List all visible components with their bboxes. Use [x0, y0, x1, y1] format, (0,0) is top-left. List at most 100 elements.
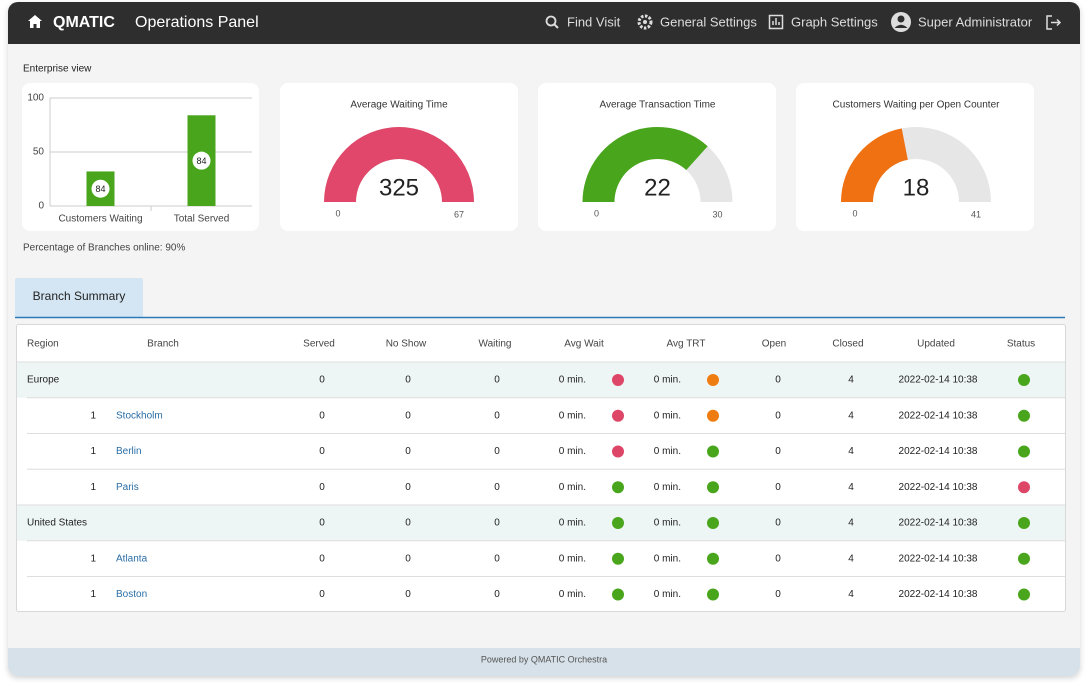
bar-label: 84 — [196, 156, 206, 166]
cell-region: Europe — [27, 375, 60, 386]
search-icon[interactable] — [545, 15, 559, 29]
cell-avg-trt: 0 min. — [654, 482, 681, 493]
wait-status-dot — [612, 374, 624, 386]
trt-status-dot — [707, 445, 719, 458]
column-header: Avg TRT — [667, 339, 706, 350]
cell-waiting: 0 — [494, 375, 500, 386]
chart-card — [22, 83, 259, 231]
status-dot — [1018, 374, 1030, 386]
column-header: Status — [1007, 339, 1035, 350]
column-header: Waiting — [479, 339, 512, 350]
cell-avg-wait: 0 min. — [559, 410, 586, 421]
cell-avg-wait: 0 min. — [559, 482, 586, 493]
column-header: Updated — [917, 339, 955, 350]
cell-branch: Atlanta — [116, 553, 148, 564]
gauge-max: 67 — [454, 209, 464, 219]
y-tick-label: 0 — [38, 201, 44, 212]
column-header: Avg Wait — [564, 339, 604, 350]
cell-open: 0 — [775, 518, 781, 529]
tab-label[interactable]: Branch Summary — [33, 289, 126, 303]
logout-icon[interactable] — [1046, 15, 1062, 30]
cell-number: 1 — [90, 589, 96, 600]
status-dot — [1018, 588, 1030, 601]
wait-status-dot — [612, 409, 624, 422]
region-row-bg — [17, 362, 1065, 398]
cell-closed: 4 — [848, 482, 854, 493]
cell-waiting: 0 — [494, 518, 500, 529]
cell-region: United States — [27, 518, 87, 529]
section-title: Enterprise view — [23, 64, 92, 75]
cell-no-show: 0 — [405, 589, 411, 600]
x-tick-label: Total Served — [174, 214, 230, 225]
status-dot — [1018, 481, 1030, 494]
cell-number: 1 — [90, 553, 96, 564]
cell-avg-trt: 0 min. — [654, 553, 681, 564]
cell-closed: 4 — [848, 410, 854, 421]
gauge-value: 325 — [379, 174, 419, 201]
cell-no-show: 0 — [405, 553, 411, 564]
gauge-value: 22 — [644, 174, 671, 201]
wait-status-dot — [612, 481, 624, 494]
gauge-title: Average Transaction Time — [600, 100, 716, 111]
cell-updated: 2022-02-14 10:38 — [899, 446, 978, 457]
region-row-bg — [17, 505, 1065, 541]
y-tick-label: 100 — [27, 93, 44, 104]
cell-waiting: 0 — [494, 482, 500, 493]
cell-open: 0 — [775, 410, 781, 421]
y-tick-label: 50 — [33, 147, 45, 158]
cell-avg-wait: 0 min. — [559, 589, 586, 600]
cell-avg-trt: 0 min. — [654, 446, 681, 457]
cell-no-show: 0 — [405, 410, 411, 421]
cell-open: 0 — [775, 589, 781, 600]
graph-icon[interactable] — [768, 14, 784, 30]
gauge-arc — [582, 127, 708, 202]
status-dot — [1018, 517, 1030, 529]
cell-waiting: 0 — [494, 553, 500, 564]
cell-served: 0 — [319, 518, 325, 529]
trt-status-dot — [707, 588, 719, 601]
cell-served: 0 — [319, 446, 325, 457]
cell-updated: 2022-02-14 10:38 — [899, 410, 978, 421]
gauge-title: Average Waiting Time — [350, 100, 448, 111]
cell-waiting: 0 — [494, 446, 500, 457]
home-icon[interactable] — [28, 15, 42, 28]
cell-avg-trt: 0 min. — [654, 375, 681, 386]
online-text: Percentage of Branches online: 90% — [23, 243, 185, 254]
cell-updated: 2022-02-14 10:38 — [899, 589, 978, 600]
cell-closed: 4 — [848, 518, 854, 529]
column-header: No Show — [386, 339, 427, 350]
cell-waiting: 0 — [494, 589, 500, 600]
cell-closed: 4 — [848, 446, 854, 457]
tab[interactable] — [15, 278, 143, 317]
footer-bar — [8, 648, 1080, 676]
cell-served: 0 — [319, 589, 325, 600]
nav-graph-settings[interactable]: Graph Settings — [791, 14, 878, 29]
nav-find-visit[interactable]: Find Visit — [567, 14, 621, 29]
column-header: Open — [762, 339, 786, 350]
cell-open: 0 — [775, 482, 781, 493]
column-header: Served — [303, 339, 335, 350]
bar-label: 84 — [95, 184, 105, 194]
nav-general-settings[interactable]: General Settings — [660, 14, 757, 29]
cell-served: 0 — [319, 410, 325, 421]
cell-updated: 2022-02-14 10:38 — [899, 375, 978, 386]
cell-closed: 4 — [848, 553, 854, 564]
cell-updated: 2022-02-14 10:38 — [899, 553, 978, 564]
wait-status-dot — [612, 588, 624, 601]
settings-icon[interactable] — [637, 14, 653, 30]
trt-status-dot — [707, 481, 719, 494]
trt-status-dot — [707, 517, 719, 529]
cell-updated: 2022-02-14 10:38 — [899, 518, 978, 529]
user-icon[interactable] — [891, 12, 911, 32]
cell-number: 1 — [90, 482, 96, 493]
cell-branch: Stockholm — [116, 410, 163, 421]
bar-label-bg — [91, 179, 110, 198]
gauge-max: 30 — [712, 209, 722, 219]
footer-text: Powered by QMATIC Orchestra — [481, 654, 607, 664]
brand[interactable]: QMATIC — [53, 14, 115, 31]
nav-user[interactable]: Super Administrator — [918, 14, 1033, 29]
cell-no-show: 0 — [405, 518, 411, 529]
cell-avg-trt: 0 min. — [654, 410, 681, 421]
cell-open: 0 — [775, 375, 781, 386]
